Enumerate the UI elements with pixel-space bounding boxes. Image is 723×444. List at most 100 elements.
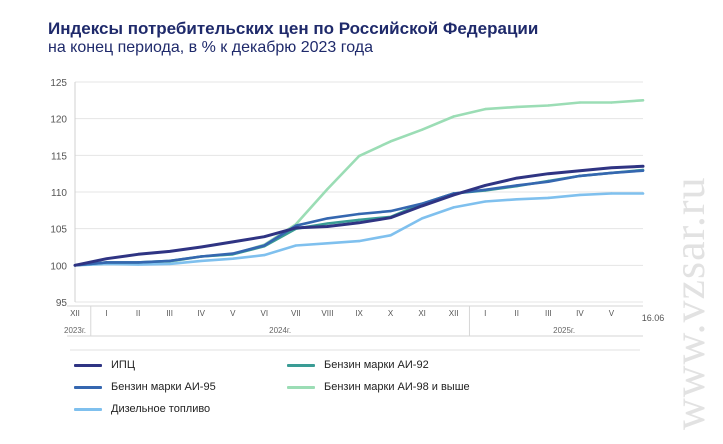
series-point-0	[231, 240, 234, 244]
series-point-4	[389, 234, 392, 237]
series-point-2	[168, 259, 171, 263]
series-point-1	[357, 218, 361, 222]
series-point-2	[105, 261, 108, 264]
series-point-3	[389, 140, 392, 143]
series-point-0	[484, 184, 487, 187]
x-tick-label: II	[136, 309, 140, 318]
series-point-2	[389, 209, 392, 213]
series-point-4	[452, 206, 455, 209]
x-tick-label: I	[484, 309, 486, 318]
x-tick-label: III	[545, 309, 552, 318]
series-point-3	[484, 107, 487, 111]
y-tick-label: 125	[50, 78, 67, 89]
series-point-2	[578, 174, 582, 178]
series-point-4	[484, 200, 487, 203]
chart-title: Индексы потребительских цен по Российско…	[48, 19, 539, 38]
series-point-2	[484, 188, 487, 191]
series-point-0	[452, 193, 455, 197]
series-point-4	[294, 244, 298, 247]
series-point-3	[420, 128, 424, 131]
series-point-4	[136, 263, 140, 266]
series-point-0	[326, 225, 329, 228]
x-tick-label: II	[515, 309, 519, 318]
series-point-4	[420, 217, 424, 220]
chart-subtitle: на конец периода, в % к декабрю 2023 год…	[48, 39, 374, 56]
series-point-0	[610, 166, 613, 169]
year-label: 2024г.	[269, 326, 291, 335]
series-point-4	[263, 253, 266, 257]
x-tick-label: IV	[576, 309, 584, 318]
y-tick-label: 95	[56, 298, 68, 309]
series-point-0	[357, 221, 361, 224]
y-tick-label: 110	[51, 188, 67, 199]
series-point-4	[578, 193, 582, 197]
series-point-4	[200, 259, 203, 263]
series-point-2	[294, 224, 298, 227]
series-point-4	[168, 262, 171, 266]
x-tick-label: IV	[197, 309, 205, 318]
x-tick-label: V	[609, 309, 615, 318]
series-point-2	[231, 252, 234, 255]
series-point-4	[641, 192, 645, 195]
series-point-0	[136, 253, 140, 256]
x-tick-label: III	[166, 309, 173, 318]
series-point-0	[168, 250, 171, 253]
series-point-4	[357, 239, 361, 243]
series-point-3	[452, 115, 455, 118]
x-tick-label: IX	[355, 309, 363, 318]
year-label: 2025г.	[553, 326, 575, 335]
series-point-0	[294, 226, 298, 230]
y-tick-label: 115	[51, 151, 67, 162]
series-point-3	[641, 99, 645, 102]
series-point-4	[610, 192, 613, 195]
series-point-3	[547, 104, 550, 107]
series-point-2	[515, 184, 518, 187]
y-tick-label: 120	[50, 115, 67, 126]
series-point-3	[515, 105, 518, 109]
series-point-0	[200, 245, 203, 249]
series-point-0	[547, 172, 550, 175]
series-point-2	[136, 261, 140, 264]
svg-text:www.vzsar.ru: www.vzsar.ru	[665, 176, 714, 430]
series-point-3	[578, 101, 582, 104]
series-point-0	[263, 235, 266, 238]
x-tick-label: I	[105, 309, 107, 318]
series-point-3	[357, 154, 361, 158]
x-tick-label: 16.06	[642, 313, 665, 323]
series-point-2	[263, 244, 266, 247]
series-point-2	[200, 255, 203, 258]
y-tick-label: 100	[50, 261, 67, 272]
x-tick-label: X	[388, 309, 394, 318]
series-point-2	[357, 212, 361, 216]
series-point-3	[326, 187, 329, 191]
y-tick-label: 105	[50, 225, 67, 236]
series-point-4	[326, 242, 329, 245]
watermark-logo: www.vzsar.ru	[665, 176, 714, 430]
x-tick-label: XII	[449, 309, 459, 318]
year-label: 2023г.	[64, 326, 86, 335]
x-tick-label: VII	[291, 309, 301, 318]
series-point-2	[610, 171, 613, 175]
x-tick-label: XII	[70, 309, 80, 318]
series-point-4	[547, 196, 550, 200]
x-tick-label: VIII	[321, 309, 333, 318]
series-point-2	[326, 217, 329, 220]
x-tick-label: XI	[418, 309, 426, 318]
series-point-0	[578, 169, 582, 172]
x-tick-label: V	[230, 309, 236, 318]
series-point-4	[231, 257, 234, 260]
x-tick-label: VI	[261, 309, 269, 318]
series-point-3	[610, 101, 613, 104]
series-point-0	[515, 176, 518, 180]
series-line-4	[73, 192, 645, 267]
series-point-2	[547, 180, 550, 183]
series-point-0	[641, 165, 645, 168]
series-point-0	[420, 204, 424, 208]
series-point-1	[326, 222, 329, 225]
series-point-0	[389, 216, 392, 219]
series-point-4	[515, 198, 518, 201]
series-point-0	[105, 257, 108, 260]
series-point-2	[641, 169, 645, 172]
series-point-0	[73, 264, 77, 267]
